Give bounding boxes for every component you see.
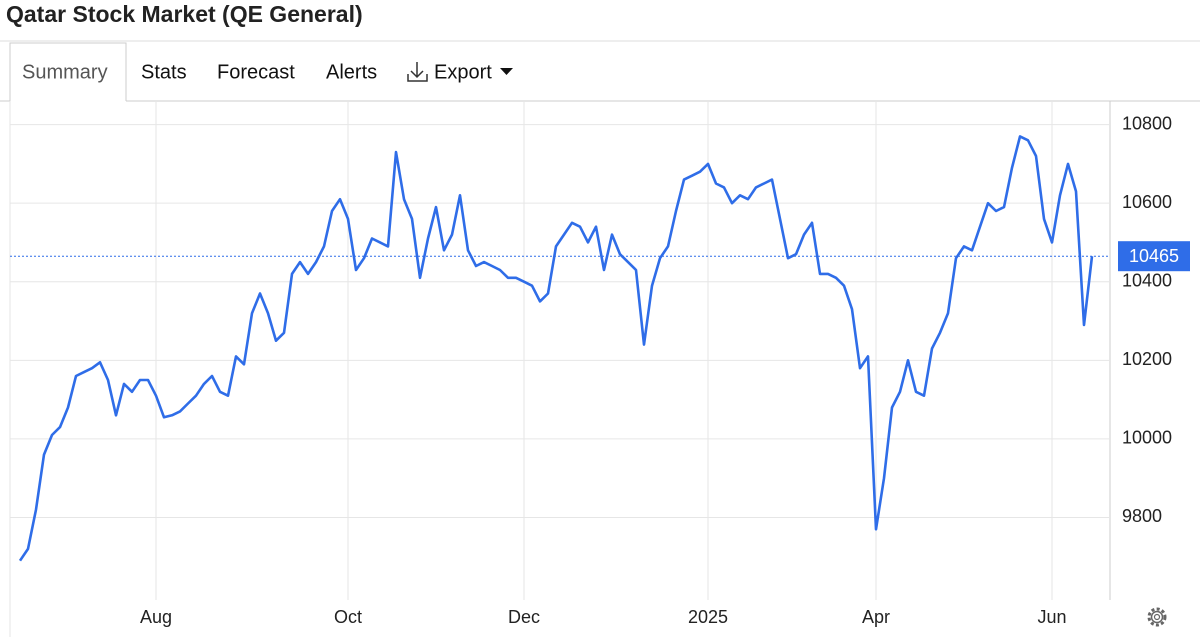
gear (1147, 607, 1167, 627)
x-tick-label: Apr (862, 607, 890, 627)
x-tick-label: Dec (508, 607, 540, 627)
last-price-label: 10465 (1129, 246, 1179, 266)
gear (1150, 610, 1164, 624)
tab[interactable]: Summary (22, 61, 108, 83)
tab[interactable]: Alerts (326, 61, 377, 83)
y-tick-label: 9800 (1122, 506, 1162, 526)
price-line (18, 135, 1094, 562)
active-tab (9, 42, 127, 101)
y-tick-label: 10400 (1122, 270, 1172, 290)
tab[interactable]: Export (434, 61, 492, 83)
x-tick-label: Jun (1037, 607, 1066, 627)
x-tick-label: Aug (140, 607, 172, 627)
dropdown-caret (500, 68, 513, 75)
settings-icon[interactable] (1147, 607, 1167, 627)
gear (1153, 613, 1161, 621)
y-tick-label: 10200 (1122, 349, 1172, 369)
last-price-box (1118, 241, 1190, 272)
x-tick-label: 2025 (688, 607, 728, 627)
tab[interactable]: Stats (141, 61, 187, 83)
chart-title: Qatar Stock Market (QE General) (6, 1, 363, 27)
tab[interactable]: Forecast (217, 61, 295, 83)
y-tick-label: 10800 (1122, 113, 1172, 133)
x-tick-label: Oct (334, 607, 362, 627)
y-tick-label: 10000 (1122, 428, 1172, 448)
y-tick-label: 10600 (1122, 192, 1172, 212)
export-icon (407, 62, 428, 82)
